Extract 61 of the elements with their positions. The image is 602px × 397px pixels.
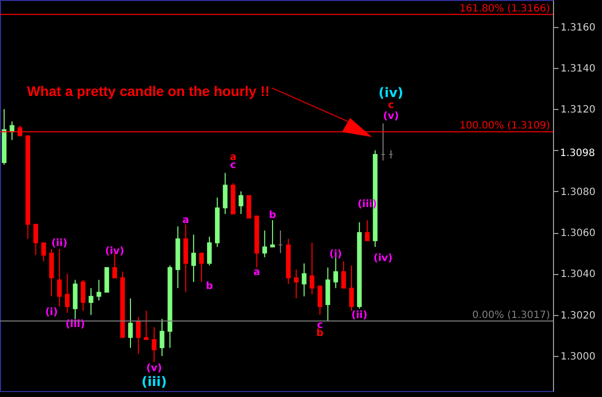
annotation: b bbox=[268, 210, 276, 221]
annotation: (i) bbox=[329, 249, 342, 260]
annotation: c bbox=[230, 160, 236, 171]
y-tick-label: 1.3020 bbox=[560, 310, 596, 322]
candlestick bbox=[160, 318, 164, 357]
y-tick-label: 1.3040 bbox=[560, 269, 596, 280]
y-tick-label: 1.3060 bbox=[560, 228, 596, 240]
annotation: (v) bbox=[383, 111, 399, 122]
y-tick-label: 1.3080 bbox=[560, 186, 596, 198]
candlestick bbox=[294, 269, 299, 299]
candlestick bbox=[128, 298, 133, 348]
candlestick bbox=[333, 256, 338, 289]
y-tick-label: 1.3160 bbox=[560, 22, 596, 34]
y-tick-label: 1.3140 bbox=[560, 63, 596, 74]
annotation: a bbox=[182, 215, 190, 226]
candlestick bbox=[64, 273, 70, 314]
annotation: (ii) bbox=[51, 238, 68, 249]
y-tick-label: 1.3000 bbox=[560, 352, 596, 363]
text: 1.3098 bbox=[560, 148, 595, 159]
candlestick bbox=[238, 190, 244, 215]
annotation: b bbox=[206, 281, 213, 292]
candlestick bbox=[57, 248, 62, 308]
candlestick bbox=[10, 120, 14, 140]
annotation: a bbox=[230, 152, 236, 163]
candlestick bbox=[152, 326, 156, 363]
annotation: (iv) bbox=[374, 253, 393, 264]
candlestick bbox=[246, 195, 252, 219]
candlestick bbox=[33, 224, 38, 256]
annotation: b bbox=[316, 328, 324, 339]
candlestick bbox=[310, 242, 314, 295]
candlestick bbox=[88, 288, 94, 316]
candlestick bbox=[302, 262, 306, 297]
annotation: a bbox=[253, 267, 260, 278]
annotation: What a pretty candle on the hourly !! bbox=[27, 83, 270, 99]
annotation: (iv) bbox=[105, 246, 124, 257]
candlestick bbox=[318, 286, 322, 316]
candlestick bbox=[144, 310, 149, 340]
annotation: c bbox=[388, 100, 394, 111]
candlestick bbox=[222, 172, 228, 215]
annotation: (iii) bbox=[65, 319, 85, 330]
ref-line-label: 161.80% (1.3166) bbox=[460, 3, 550, 14]
ref-line-label: 100.00% (1.3109) bbox=[460, 120, 550, 132]
candlestick bbox=[96, 279, 102, 301]
candlestick bbox=[262, 230, 267, 258]
annotation: (ii) bbox=[351, 310, 368, 321]
candlestick bbox=[191, 234, 196, 282]
candlestick bbox=[349, 264, 354, 312]
ref-line-label: 0.00% (1.3017) bbox=[472, 310, 550, 322]
candlestick bbox=[341, 260, 346, 289]
candlestick bbox=[207, 236, 212, 266]
candlestick bbox=[199, 252, 204, 282]
candlestick bbox=[270, 220, 275, 248]
candlestick bbox=[41, 242, 46, 262]
candlestick bbox=[364, 220, 370, 242]
annotation: (iii) bbox=[142, 375, 167, 390]
annotation: (i) bbox=[45, 307, 58, 318]
candlestick bbox=[80, 279, 86, 312]
y-tick-label: 1.3120 bbox=[560, 104, 596, 116]
annotation: (v) bbox=[146, 363, 162, 374]
candlestick bbox=[136, 316, 141, 354]
annotation: (iv) bbox=[378, 86, 404, 101]
